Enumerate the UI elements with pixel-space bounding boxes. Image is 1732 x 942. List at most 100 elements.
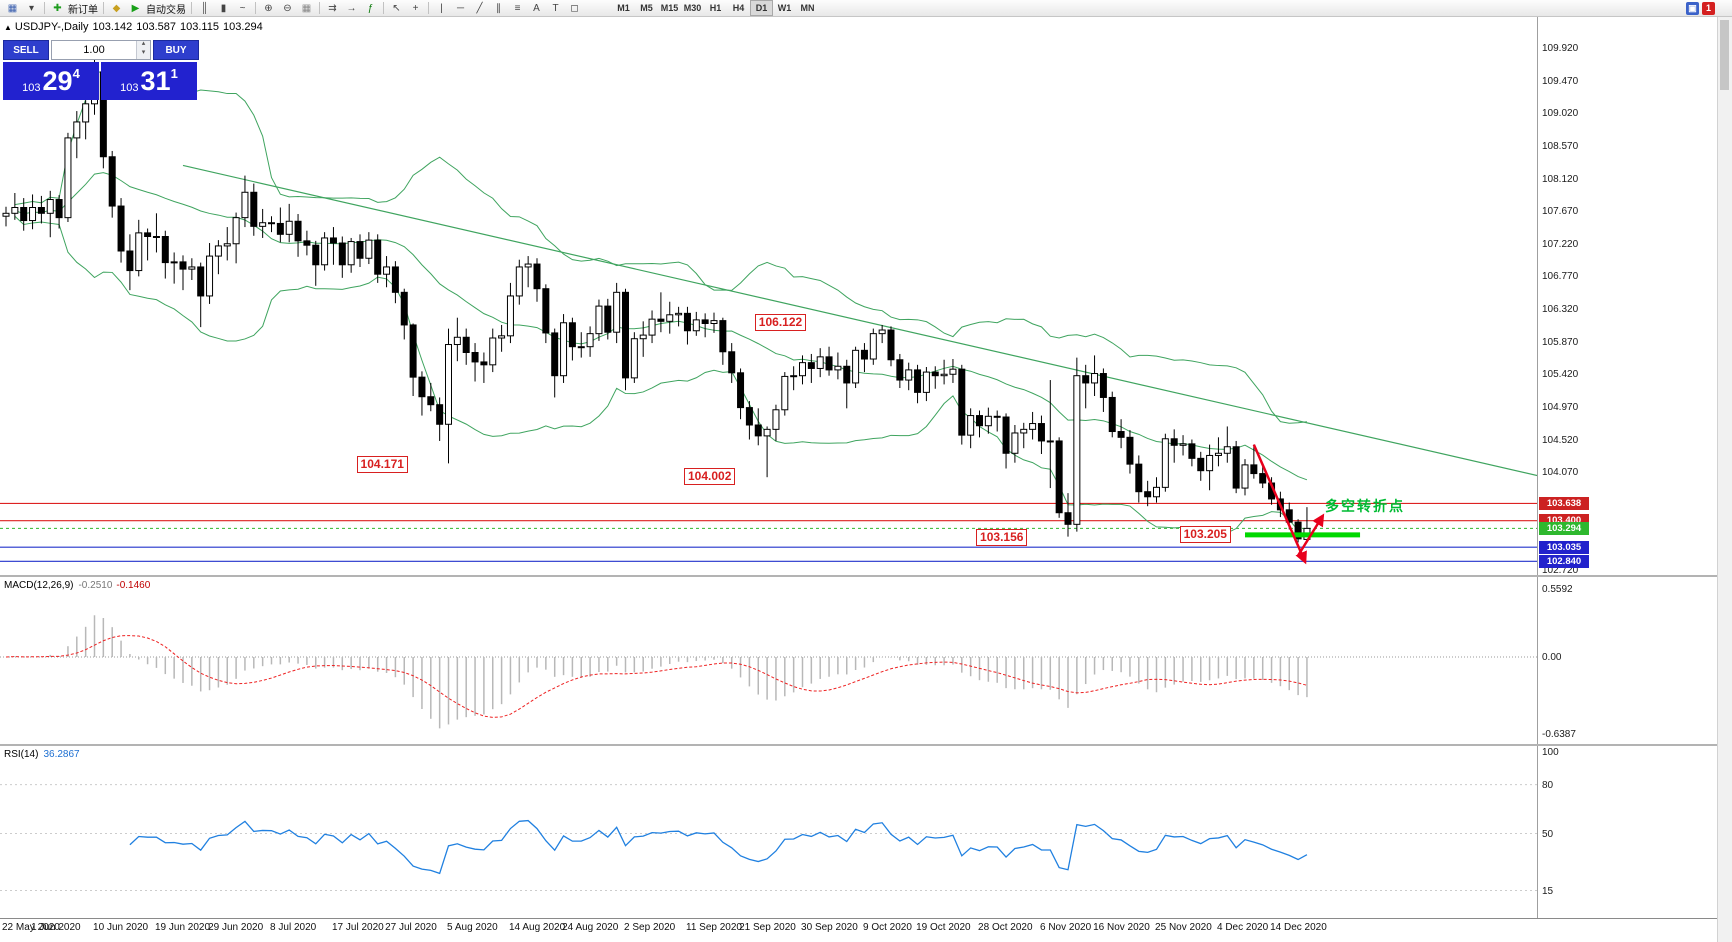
vertical-scrollbar[interactable] xyxy=(1717,17,1732,942)
mql5-community-icon[interactable]: ◆ xyxy=(112,2,121,14)
rsi-panel[interactable] xyxy=(0,784,1537,892)
chart-dropdown-icon[interactable]: ▾ xyxy=(28,2,35,14)
rsi-value: 36.2867 xyxy=(43,749,80,760)
shapes-icon[interactable]: ◻ xyxy=(570,2,579,14)
price-axis-line xyxy=(1537,17,1538,918)
turning-point-annotation[interactable]: 多空转折点 xyxy=(1325,498,1405,514)
macd-indicator-label: MACD(12,26,9) -0.2510 -0.1460 xyxy=(4,580,150,591)
macd-name: MACD(12,26,9) xyxy=(4,580,74,591)
zoom-out-icon[interactable]: ⊖ xyxy=(283,2,292,14)
buy-price-box[interactable]: 103 31 1 xyxy=(101,62,197,100)
descending-trendline[interactable] xyxy=(182,164,1564,481)
horizontal-line-icon[interactable]: ─ xyxy=(456,2,465,14)
date-tick: 16 Nov 2020 xyxy=(1093,922,1150,933)
bollinger-upper-band xyxy=(14,70,1308,424)
sell-button[interactable]: SELL xyxy=(3,40,49,60)
macd-tick: -0.6387 xyxy=(1542,729,1576,741)
price-tick: 109.920 xyxy=(1542,43,1579,54)
date-tick: 9 Oct 2020 xyxy=(863,922,912,933)
toolbar-separator xyxy=(103,2,104,14)
price-tag-106.122[interactable]: 106.122 xyxy=(754,314,807,332)
sell-price-box[interactable]: 103 29 4 xyxy=(3,62,99,100)
price-tag-103.156[interactable]: 103.156 xyxy=(976,529,1028,547)
reversal-arrow-down[interactable] xyxy=(1252,444,1307,565)
price-tag-103.205[interactable]: 103.205 xyxy=(1179,525,1231,543)
candlesticks[interactable] xyxy=(2,53,1311,543)
chart-shift-icon[interactable]: → xyxy=(346,2,357,14)
fibonacci-icon[interactable]: ≡ xyxy=(514,2,521,14)
date-tick: 8 Jul 2020 xyxy=(270,922,317,933)
date-tick: 29 Jun 2020 xyxy=(208,922,264,933)
crosshair-icon[interactable]: + xyxy=(412,2,419,14)
panel-separator-rsi[interactable] xyxy=(0,744,1732,746)
price-line-label: 103.294 xyxy=(1539,521,1589,535)
timeframe-h1[interactable]: H1 xyxy=(709,3,722,13)
date-tick: 4 Dec 2020 xyxy=(1217,922,1269,933)
bar-chart-icon[interactable]: ║ xyxy=(200,2,209,14)
price-tick: 109.020 xyxy=(1542,108,1579,120)
text-icon[interactable]: A xyxy=(533,2,540,14)
reversal-arrow-up[interactable] xyxy=(1297,513,1325,557)
macd-panel[interactable] xyxy=(0,615,1537,729)
macd-signal-value: -0.1460 xyxy=(116,580,151,591)
timeframe-d1[interactable]: D1 xyxy=(750,0,773,16)
new-order-button[interactable]: ✚ xyxy=(53,2,62,14)
timeframe-mn[interactable]: MN xyxy=(800,3,815,13)
date-tick: 14 Aug 2020 xyxy=(509,922,566,933)
price-tick: 109.470 xyxy=(1542,75,1579,87)
new-order-button-label[interactable]: 新订单 xyxy=(68,4,98,16)
auto-scroll-icon[interactable]: ⇉ xyxy=(328,2,337,14)
price-line-label: 103.638 xyxy=(1539,496,1589,510)
timeframe-toolbar: M1 M5 M15 M30 H1 H4 D1 W1 MN xyxy=(612,0,819,16)
price-tick: 104.520 xyxy=(1542,434,1579,446)
price-tick: 106.770 xyxy=(1542,271,1579,283)
cursor-icon[interactable]: ↖ xyxy=(392,2,401,14)
macd-signal-line xyxy=(5,635,1308,718)
volume-stepper[interactable]: ▴ ▾ xyxy=(51,40,151,60)
zoom-in-icon[interactable]: ⊕ xyxy=(264,2,273,14)
channel-icon[interactable]: ∥ xyxy=(496,2,501,14)
vertical-line-icon[interactable]: | xyxy=(440,2,443,14)
ohlc-open: 103.142 xyxy=(92,21,133,33)
timeframe-m15[interactable]: M15 xyxy=(660,3,679,13)
volume-input[interactable] xyxy=(52,41,136,59)
price-tick: 105.420 xyxy=(1542,369,1579,381)
price-tick: 108.120 xyxy=(1542,173,1579,185)
rsi-tick: 15 xyxy=(1542,885,1554,897)
date-tick: 19 Jun 2020 xyxy=(155,922,211,933)
timeframe-m1[interactable]: M1 xyxy=(617,3,630,13)
panel-separator-macd[interactable] xyxy=(0,575,1732,577)
buy-button[interactable]: BUY xyxy=(153,40,199,60)
new-chart-icon[interactable]: ▦ xyxy=(7,2,18,14)
timeframe-m30[interactable]: M30 xyxy=(683,3,702,13)
volume-up-button[interactable]: ▴ xyxy=(137,40,150,50)
ohlc-close: 103.294 xyxy=(222,21,263,33)
symbol-header: ▲ USDJPY-,Daily 103.142 103.587 103.115 103.2… xyxy=(4,21,267,33)
price-tag-104.002[interactable]: 104.002 xyxy=(684,468,736,486)
autotrade-button[interactable]: ▶ xyxy=(131,2,140,14)
volume-down-button[interactable]: ▾ xyxy=(137,49,150,59)
indicators-icon[interactable]: ƒ xyxy=(367,2,374,14)
time-axis-separator xyxy=(0,918,1732,919)
timeframe-m5[interactable]: M5 xyxy=(640,3,653,13)
autotrade-button-label[interactable]: 自动交易 xyxy=(146,4,186,16)
candlestick-chart-icon[interactable]: ▮ xyxy=(220,2,227,14)
rsi-tick: 100 xyxy=(1542,747,1559,758)
line-chart-icon[interactable]: ~ xyxy=(239,2,246,14)
label-icon[interactable]: T xyxy=(552,2,559,14)
price-tag-104.171[interactable]: 104.171 xyxy=(356,455,408,473)
date-tick: 30 Sep 2020 xyxy=(801,922,858,933)
chart-window-icon[interactable]: ▣ xyxy=(1686,1,1699,15)
price-tick: 106.320 xyxy=(1542,304,1579,315)
timeframe-h4[interactable]: H4 xyxy=(732,3,745,13)
date-tick: 5 Aug 2020 xyxy=(447,922,498,933)
trendline-icon[interactable]: ╱ xyxy=(476,2,483,14)
notification-badge[interactable]: 1 xyxy=(1702,1,1715,15)
main-chart-panel[interactable] xyxy=(0,53,1564,565)
grid-icon[interactable]: ▦ xyxy=(301,2,312,14)
timeframe-w1[interactable]: W1 xyxy=(777,3,792,13)
scrollbar-thumb[interactable] xyxy=(1720,20,1729,90)
buy-price-pip: 1 xyxy=(170,66,178,81)
sell-price-big: 29 xyxy=(42,65,73,96)
